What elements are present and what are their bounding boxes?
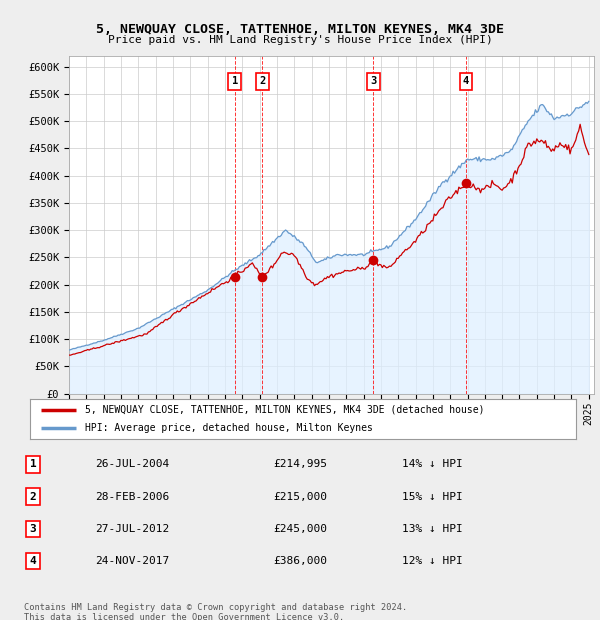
Text: Contains HM Land Registry data © Crown copyright and database right 2024.
This d: Contains HM Land Registry data © Crown c… bbox=[24, 603, 407, 620]
Text: 5, NEWQUAY CLOSE, TATTENHOE, MILTON KEYNES, MK4 3DE: 5, NEWQUAY CLOSE, TATTENHOE, MILTON KEYN… bbox=[96, 23, 504, 36]
Text: 15% ↓ HPI: 15% ↓ HPI bbox=[401, 492, 463, 502]
Text: 24-NOV-2017: 24-NOV-2017 bbox=[95, 556, 169, 566]
Text: 2: 2 bbox=[29, 492, 37, 502]
Text: £245,000: £245,000 bbox=[273, 524, 327, 534]
Text: 13% ↓ HPI: 13% ↓ HPI bbox=[401, 524, 463, 534]
Text: 1: 1 bbox=[232, 76, 238, 86]
Text: 3: 3 bbox=[370, 76, 376, 86]
Text: 26-JUL-2004: 26-JUL-2004 bbox=[95, 459, 169, 469]
Text: 1: 1 bbox=[29, 459, 37, 469]
Text: £214,995: £214,995 bbox=[273, 459, 327, 469]
Text: 12% ↓ HPI: 12% ↓ HPI bbox=[401, 556, 463, 566]
Text: 28-FEB-2006: 28-FEB-2006 bbox=[95, 492, 169, 502]
Text: £386,000: £386,000 bbox=[273, 556, 327, 566]
Text: 4: 4 bbox=[29, 556, 37, 566]
Text: 3: 3 bbox=[29, 524, 37, 534]
Text: £215,000: £215,000 bbox=[273, 492, 327, 502]
Text: Price paid vs. HM Land Registry's House Price Index (HPI): Price paid vs. HM Land Registry's House … bbox=[107, 35, 493, 45]
Text: 5, NEWQUAY CLOSE, TATTENHOE, MILTON KEYNES, MK4 3DE (detached house): 5, NEWQUAY CLOSE, TATTENHOE, MILTON KEYN… bbox=[85, 404, 484, 415]
Text: 27-JUL-2012: 27-JUL-2012 bbox=[95, 524, 169, 534]
Text: 2: 2 bbox=[259, 76, 265, 86]
Text: 14% ↓ HPI: 14% ↓ HPI bbox=[401, 459, 463, 469]
Text: 4: 4 bbox=[463, 76, 469, 86]
Text: HPI: Average price, detached house, Milton Keynes: HPI: Average price, detached house, Milt… bbox=[85, 423, 373, 433]
